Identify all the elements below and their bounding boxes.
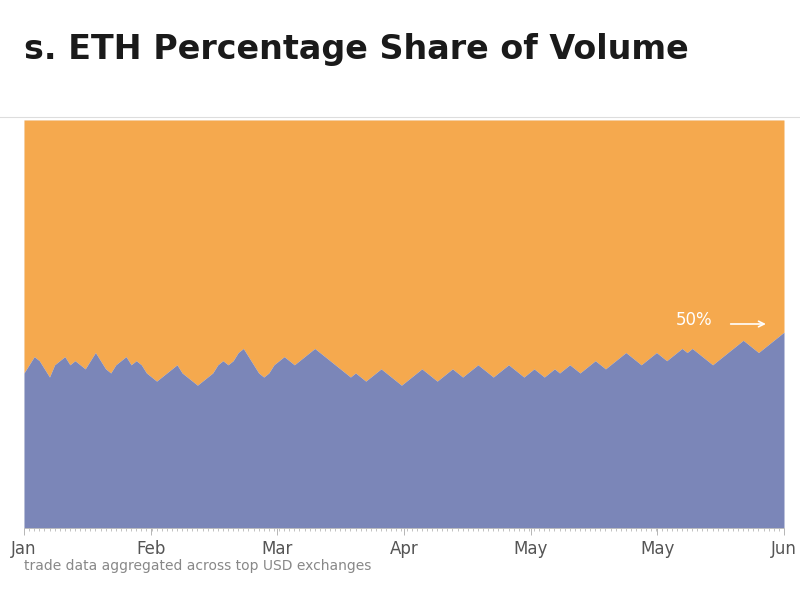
Text: trade data aggregated across top USD exchanges: trade data aggregated across top USD exc… <box>24 559 371 573</box>
Text: 50%: 50% <box>676 311 713 329</box>
Text: s. ETH Percentage Share of Volume: s. ETH Percentage Share of Volume <box>24 33 689 66</box>
